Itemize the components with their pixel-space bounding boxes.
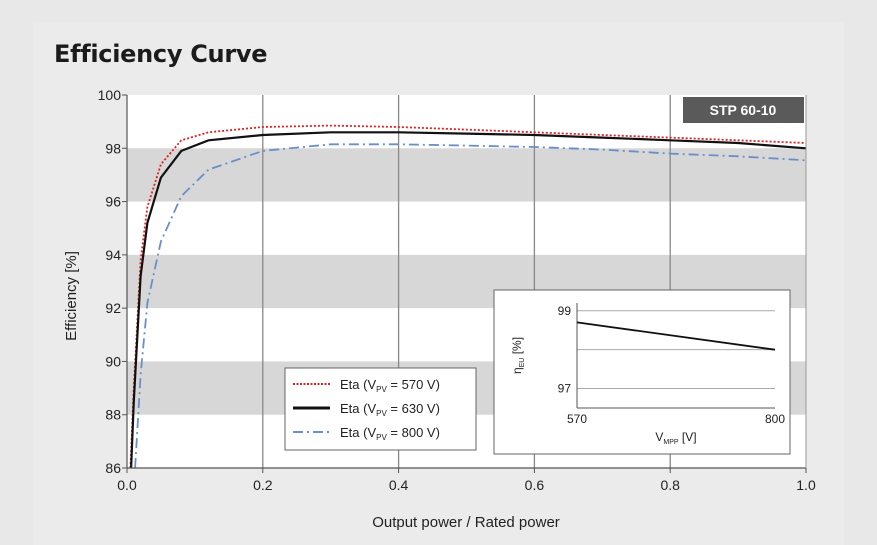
y-tick-label: 96 xyxy=(105,194,121,210)
x-tick-label: 1.0 xyxy=(796,477,816,493)
legend-label-2: Eta (VPV = 630 V) xyxy=(340,401,440,418)
series-line-2 xyxy=(130,131,807,469)
x-tick-label: 0.8 xyxy=(660,477,680,493)
series-line-3 xyxy=(134,143,807,469)
chart-title: Efficiency Curve xyxy=(54,40,268,68)
legend-label-1: Eta (VPV = 570 V) xyxy=(340,377,440,394)
y-tick-label: 100 xyxy=(98,87,122,103)
inset-y-axis-label: ηEU [%] xyxy=(510,337,526,374)
y-tick-label: 86 xyxy=(105,460,121,476)
inset-x-tick-label: 800 xyxy=(765,412,785,426)
inset-x-tick-label: 570 xyxy=(567,412,587,426)
x-tick-label: 0.6 xyxy=(525,477,545,493)
y-tick-label: 90 xyxy=(105,353,121,369)
grid-band xyxy=(127,148,806,202)
inset-x-axis-label: VMPP [V] xyxy=(655,430,696,446)
inset-y-tick-label: 99 xyxy=(558,304,572,318)
inset-chart xyxy=(493,289,791,455)
x-tick-label: 0.2 xyxy=(253,477,273,493)
y-tick-label: 94 xyxy=(105,247,121,263)
model-badge-text: STP 60-10 xyxy=(710,102,777,118)
y-tick-label: 92 xyxy=(105,300,121,316)
inset-series-line xyxy=(576,321,776,351)
x-axis-label: Output power / Rated power xyxy=(372,514,560,531)
x-tick-label: 0.4 xyxy=(389,477,409,493)
y-tick-label: 88 xyxy=(105,407,121,423)
y-axis-label: Efficiency [%] xyxy=(63,251,80,341)
legend-label-3: Eta (VPV = 800 V) xyxy=(340,425,440,442)
x-tick-label: 0.0 xyxy=(117,477,137,493)
model-badge xyxy=(683,97,804,123)
inset-y-tick-label: 97 xyxy=(558,382,572,396)
y-tick-label: 98 xyxy=(105,140,121,156)
